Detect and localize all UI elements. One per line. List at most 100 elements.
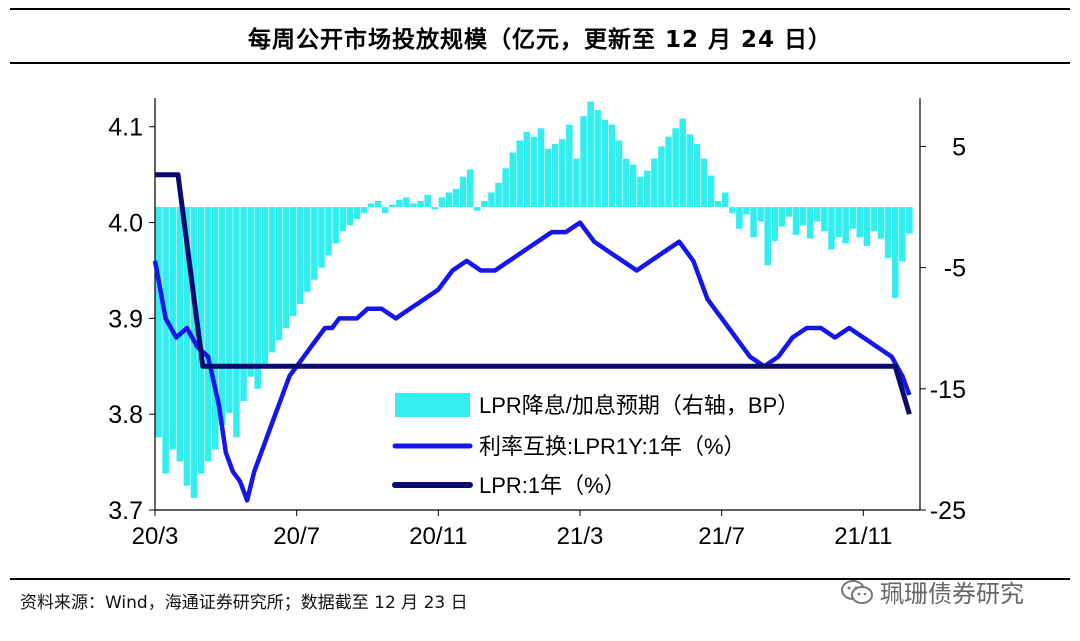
bar-104 bbox=[891, 207, 899, 298]
bar-90 bbox=[792, 207, 800, 235]
bar-23 bbox=[318, 207, 325, 268]
bar-63 bbox=[601, 119, 609, 208]
bar-47 bbox=[488, 192, 495, 208]
bar-52 bbox=[523, 131, 531, 208]
bar-42 bbox=[452, 188, 460, 208]
bar-46 bbox=[481, 201, 488, 208]
bar-1 bbox=[162, 207, 169, 474]
bar-105 bbox=[899, 207, 906, 262]
bar-78 bbox=[707, 175, 715, 208]
bar-100 bbox=[863, 207, 871, 246]
bar-88 bbox=[778, 207, 786, 227]
bar-17 bbox=[275, 207, 283, 341]
bar-76 bbox=[693, 144, 701, 208]
bar-40 bbox=[438, 197, 446, 208]
bar-57 bbox=[559, 139, 566, 208]
bar-7 bbox=[204, 207, 212, 462]
bottom-rule bbox=[10, 578, 1070, 580]
bar-15 bbox=[261, 207, 269, 365]
bar-94 bbox=[821, 207, 828, 232]
bar-26 bbox=[339, 207, 346, 232]
x-tick-label-4: 21/7 bbox=[698, 523, 745, 550]
bar-11 bbox=[233, 207, 240, 438]
bar-60 bbox=[580, 116, 587, 208]
bar-62 bbox=[594, 110, 601, 208]
right-tick-label-0: 5 bbox=[952, 133, 966, 161]
bar-92 bbox=[806, 207, 814, 239]
bar-96 bbox=[835, 207, 842, 238]
legend-label-0: LPR降息/加息预期（右轴，BP） bbox=[479, 393, 799, 418]
bar-87 bbox=[771, 207, 779, 241]
bar-0 bbox=[155, 207, 162, 438]
bar-45 bbox=[474, 207, 481, 211]
bar-49 bbox=[502, 168, 509, 208]
bar-13 bbox=[247, 207, 254, 377]
x-tick-label-5: 21/11 bbox=[834, 523, 892, 550]
bar-50 bbox=[509, 152, 516, 208]
bar-31 bbox=[374, 201, 382, 208]
legend-swatch-0 bbox=[395, 393, 470, 417]
chart-title: 每周公开市场投放规模（亿元，更新至 12 月 24 日） bbox=[247, 27, 833, 53]
title-rule bbox=[10, 62, 1070, 64]
bar-102 bbox=[877, 207, 885, 239]
chart-svg: 4.1 4.0 3.9 3.8 3.7 5 -5 -15 -25 20/3 20/7 20/11 21/… bbox=[108, 98, 966, 550]
bar-33 bbox=[389, 204, 396, 208]
x-tick-label-2: 20/11 bbox=[409, 523, 467, 550]
watermark-text: 珮珊债券研究 bbox=[880, 580, 1024, 608]
x-tick-label-3: 21/3 bbox=[557, 523, 604, 550]
bar-series bbox=[155, 101, 913, 498]
bar-95 bbox=[828, 207, 835, 250]
legend: LPR降息/加息预期（右轴，BP） 利率互换:LPR1Y:1年（%） LPR:1年（… bbox=[392, 393, 799, 498]
bar-44 bbox=[466, 169, 474, 208]
bar-81 bbox=[729, 207, 736, 214]
legend-label-1: 利率互换:LPR1Y:1年（%） bbox=[479, 434, 746, 459]
bar-35 bbox=[403, 197, 410, 208]
bar-91 bbox=[799, 207, 807, 226]
bar-18 bbox=[282, 207, 290, 329]
bar-27 bbox=[346, 207, 354, 226]
bar-43 bbox=[459, 176, 467, 208]
bar-34 bbox=[396, 199, 403, 208]
bar-99 bbox=[856, 207, 864, 238]
bar-65 bbox=[615, 140, 623, 208]
bar-39 bbox=[431, 207, 439, 210]
bar-79 bbox=[714, 201, 722, 208]
bar-19 bbox=[289, 207, 297, 317]
top-rule bbox=[10, 8, 1070, 10]
bar-101 bbox=[870, 207, 878, 232]
bar-97 bbox=[842, 207, 849, 244]
x-tick-label-0: 20/3 bbox=[132, 523, 179, 550]
bar-37 bbox=[417, 201, 424, 208]
right-tick-label-3: -25 bbox=[930, 497, 966, 525]
bar-14 bbox=[254, 207, 261, 389]
bar-32 bbox=[381, 207, 389, 214]
bar-38 bbox=[424, 194, 431, 208]
left-tick-label-1: 4.0 bbox=[108, 210, 143, 238]
bar-41 bbox=[445, 192, 453, 208]
bar-93 bbox=[814, 207, 821, 222]
bar-54 bbox=[537, 128, 545, 208]
bar-83 bbox=[743, 207, 750, 215]
bar-24 bbox=[325, 207, 332, 256]
bar-8 bbox=[211, 207, 219, 450]
bar-85 bbox=[757, 207, 764, 222]
source-note: 资料来源：Wind，海通证券研究所；数据截至 12 月 23 日 bbox=[20, 593, 468, 613]
left-tick-label-3: 3.8 bbox=[108, 401, 143, 429]
bar-58 bbox=[566, 124, 573, 208]
bar-75 bbox=[686, 134, 694, 208]
bar-64 bbox=[608, 124, 616, 208]
bar-103 bbox=[884, 207, 892, 258]
bar-25 bbox=[332, 207, 339, 244]
bar-98 bbox=[849, 207, 856, 229]
bar-30 bbox=[367, 203, 375, 208]
bar-84 bbox=[750, 207, 757, 238]
bar-28 bbox=[353, 207, 361, 220]
bar-69 bbox=[644, 170, 651, 208]
bar-72 bbox=[665, 136, 672, 208]
left-tick-label-0: 4.1 bbox=[108, 114, 143, 142]
bar-53 bbox=[530, 136, 538, 208]
bar-20 bbox=[296, 207, 304, 304]
bar-21 bbox=[304, 207, 311, 292]
bar-10 bbox=[226, 207, 233, 414]
bar-82 bbox=[736, 207, 743, 229]
